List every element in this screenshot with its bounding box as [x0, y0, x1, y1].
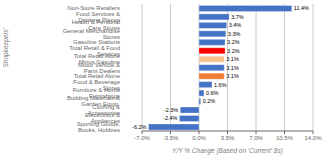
svg-text:1.6%: 1.6%	[214, 82, 227, 88]
svg-text:3.5%: 3.5%	[221, 135, 235, 141]
svg-text:0.0%: 0.0%	[192, 135, 206, 141]
svg-text:3.1%: 3.1%	[226, 65, 239, 71]
svg-text:3.7%: 3.7%	[231, 14, 244, 20]
svg-text:-3.5%: -3.5%	[163, 135, 179, 141]
svg-text:-2.3%: -2.3%	[164, 107, 178, 113]
svg-text:3.1%: 3.1%	[226, 73, 239, 79]
svg-text:Shopkeepers': Shopkeepers'	[2, 27, 10, 67]
svg-text:0.2%: 0.2%	[203, 98, 216, 104]
svg-text:3.2%: 3.2%	[227, 39, 240, 45]
svg-text:3.1%: 3.1%	[226, 56, 239, 62]
svg-text:14.0%: 14.0%	[304, 135, 322, 141]
svg-text:-2.4%: -2.4%	[163, 115, 177, 121]
svg-text:3.2%: 3.2%	[227, 48, 240, 54]
svg-text:-7.0%: -7.0%	[134, 135, 150, 141]
svg-text:0.6%: 0.6%	[206, 90, 219, 96]
svg-text:7.0%: 7.0%	[249, 135, 263, 141]
svg-text:10.5%: 10.5%	[276, 135, 294, 141]
svg-text:11.4%: 11.4%	[294, 5, 309, 11]
svg-text:3.3%: 3.3%	[228, 31, 241, 37]
svg-text:General MerchandiseStores: General MerchandiseStores	[63, 28, 121, 40]
svg-text:-6.2%: -6.2%	[132, 124, 146, 130]
svg-text:Motor Vehicle &Parts Dealers: Motor Vehicle &Parts Dealers	[78, 62, 120, 74]
svg-text:Sporting Goods,Books, Hobbies: Sporting Goods,Books, Hobbies	[77, 121, 121, 133]
svg-text:3.4%: 3.4%	[229, 22, 242, 28]
svg-text:Y/Y % Change (Based on 'Curren: Y/Y % Change (Based on 'Current' $s)	[172, 147, 283, 155]
